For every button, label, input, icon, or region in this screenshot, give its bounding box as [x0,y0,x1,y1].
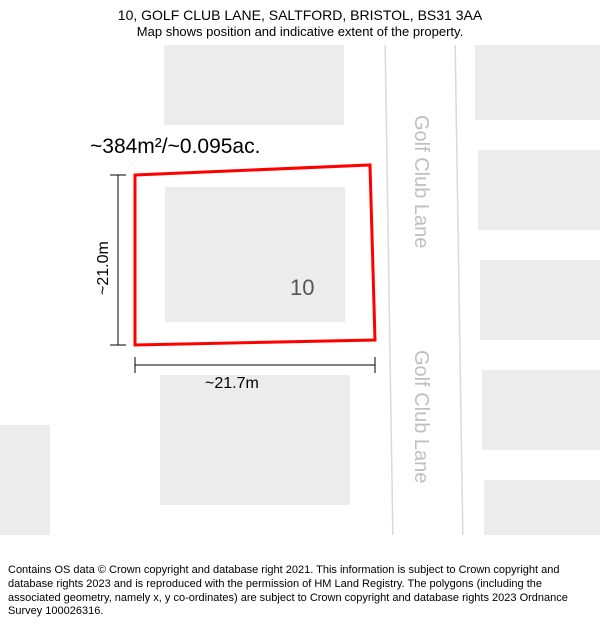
width-label: ~21.7m [205,375,259,393]
building-0 [164,45,344,125]
building-2 [160,375,350,505]
page-container: 10, GOLF CLUB LANE, SALTFORD, BRISTOL, B… [0,0,600,625]
page-title: 10, GOLF CLUB LANE, SALTFORD, BRISTOL, B… [0,0,600,24]
copyright-footer: Contains OS data © Crown copyright and d… [8,564,592,619]
building-1 [165,187,345,322]
building-3 [0,425,50,535]
building-6 [480,260,600,340]
map-area: ~384m²/~0.095ac. ~21.0m ~21.7m 10 Golf C… [0,45,600,535]
area-label: ~384m²/~0.095ac. [90,135,260,159]
building-7 [482,370,600,450]
road-label-2: Golf Club Lane [409,350,432,483]
house-number: 10 [290,275,314,301]
height-label: ~21.0m [95,241,113,295]
building-5 [478,150,600,230]
page-subtitle: Map shows position and indicative extent… [0,24,600,41]
building-8 [484,480,600,535]
building-4 [475,45,600,120]
road-label-1: Golf Club Lane [409,115,432,248]
